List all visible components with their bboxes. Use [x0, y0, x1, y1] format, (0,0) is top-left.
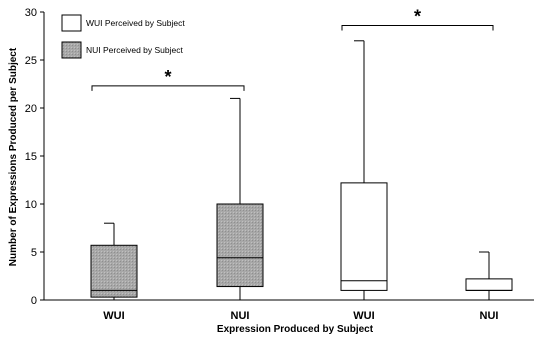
legend-label: NUI Perceived by Subject — [86, 45, 183, 55]
y-tick-label: 10 — [25, 199, 37, 211]
x-tick-label: NUI — [231, 310, 250, 322]
legend-item-2: NUI Perceived by Subject — [61, 41, 183, 59]
box-4 — [465, 251, 513, 300]
box-iqr — [90, 244, 138, 298]
x-tick-label: NUI — [480, 310, 499, 322]
legend-swatch — [61, 14, 82, 32]
x-axis-title: Expression Produced by Subject — [217, 324, 374, 335]
x-tick-label: WUI — [353, 310, 374, 322]
significance-star: * — [414, 6, 421, 26]
bracket-line — [91, 85, 245, 91]
y-ticks: 0 5 10 15 20 25 30 — [25, 7, 44, 307]
y-tick-label: 0 — [31, 295, 37, 307]
y-tick-label: 15 — [25, 151, 37, 163]
box-iqr — [216, 203, 264, 288]
x-ticks: WUI NUI WUI NUI — [103, 310, 498, 322]
box-2 — [216, 97, 264, 300]
legend-item-1: WUI Perceived by Subject — [61, 14, 185, 32]
y-tick-label: 30 — [25, 7, 37, 19]
boxes — [90, 40, 513, 300]
significance-star: * — [164, 67, 171, 87]
y-axis-title: Number of Expressions Produced per Subje… — [8, 47, 19, 266]
y-tick-label: 20 — [25, 103, 37, 115]
legend-label: WUI Perceived by Subject — [86, 18, 185, 28]
y-tick-label: 5 — [31, 247, 37, 259]
box-iqr — [340, 182, 388, 291]
legend: WUI Perceived by Subject NUI Perceived by… — [61, 14, 185, 59]
box-1 — [90, 222, 138, 300]
x-tick-label: WUI — [103, 310, 124, 322]
significance-bracket-1: * — [91, 67, 245, 91]
box-iqr — [465, 278, 513, 291]
significance-annotations: ** — [91, 6, 494, 91]
bracket-line — [341, 24, 494, 31]
box-3 — [340, 40, 388, 300]
legend-swatch — [61, 41, 82, 59]
significance-bracket-2: * — [341, 6, 494, 31]
y-tick-label: 25 — [25, 55, 37, 67]
